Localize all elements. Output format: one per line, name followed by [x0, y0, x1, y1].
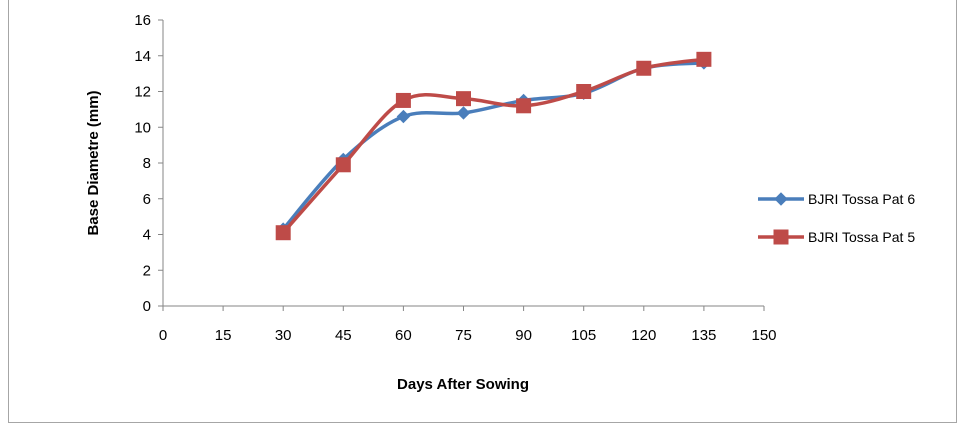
- square-marker: [576, 84, 592, 99]
- y-tick-label: 8: [143, 155, 151, 172]
- y-tick-label: 16: [134, 12, 151, 29]
- y-tick-label: 12: [134, 84, 151, 101]
- x-tick-label: 105: [571, 327, 596, 344]
- diamond-marker: [396, 109, 411, 124]
- square-marker: [335, 157, 351, 173]
- square-marker: [636, 60, 652, 76]
- x-tick-label: 60: [395, 327, 412, 344]
- legend-label: BJRI Tossa Pat 6: [808, 191, 915, 207]
- series-2: [275, 51, 712, 241]
- legend-square-marker: [773, 229, 789, 245]
- axes: 0 2 4 6 8 10 12 14 16 0 15 30 45 60 75 90 105 120 135 150: [134, 12, 776, 344]
- legend-entry: BJRI Tossa Pat 6: [758, 191, 915, 207]
- x-tick-label: 45: [335, 327, 352, 344]
- x-tick-label: 15: [215, 327, 232, 344]
- square-marker: [696, 51, 712, 67]
- x-tick-label: 30: [275, 327, 292, 344]
- square-marker: [456, 91, 471, 107]
- square-marker: [516, 98, 532, 114]
- y-tick-label: 2: [143, 262, 151, 279]
- y-tick-label: 10: [134, 119, 151, 136]
- legend-label: BJRI Tossa Pat 5: [808, 229, 915, 245]
- y-tick-label: 6: [143, 191, 151, 208]
- diamond-marker: [456, 106, 471, 120]
- x-tick-label: 120: [631, 327, 656, 344]
- series-1: [276, 56, 711, 236]
- square-marker: [275, 225, 291, 241]
- x-tick-label: 150: [751, 327, 776, 344]
- x-tick-label: 90: [515, 327, 532, 344]
- legend-diamond-marker: [774, 192, 788, 206]
- series-line: [281, 57, 705, 234]
- square-marker: [395, 92, 411, 108]
- series-layer: [275, 51, 712, 241]
- y-axis-title: Base Diametre (mm): [85, 90, 102, 235]
- x-tick-label: 0: [159, 327, 167, 344]
- chart-frame: [8, 0, 957, 423]
- x-axis-title: Days After Sowing: [397, 376, 529, 393]
- x-tick-label: 135: [691, 327, 716, 344]
- y-tick-label: 4: [143, 227, 151, 244]
- legend-entry: BJRI Tossa Pat 5: [758, 229, 915, 245]
- legend: BJRI Tossa Pat 6 BJRI Tossa Pat 5: [758, 191, 915, 245]
- x-tick-label: 75: [455, 327, 472, 344]
- y-tick-label: 14: [134, 48, 151, 65]
- series-line: [281, 61, 705, 231]
- y-tick-label: 0: [143, 298, 151, 315]
